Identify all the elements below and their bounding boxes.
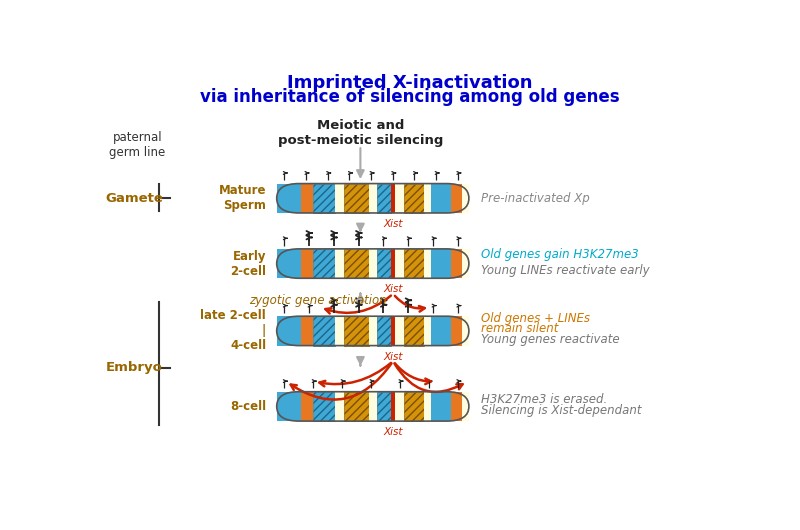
Text: Imprinted X-inactivation: Imprinted X-inactivation: [287, 74, 533, 92]
Text: Old genes + LINEs: Old genes + LINEs: [482, 312, 590, 325]
Text: Silencing is Xist-dependant: Silencing is Xist-dependant: [482, 404, 642, 417]
Bar: [451, 183, 462, 213]
Bar: [313, 392, 335, 421]
Bar: [377, 183, 391, 213]
Bar: [369, 183, 377, 213]
Bar: [424, 249, 430, 278]
Bar: [313, 183, 335, 213]
Bar: [391, 392, 394, 421]
Bar: [424, 392, 430, 421]
Text: Young LINEs reactivate early: Young LINEs reactivate early: [482, 264, 650, 277]
Text: Gamete: Gamete: [105, 192, 163, 205]
Bar: [424, 316, 430, 346]
Text: Xist: Xist: [383, 285, 403, 294]
Bar: [430, 249, 451, 278]
Bar: [344, 249, 369, 278]
Text: Pre-inactivated Xp: Pre-inactivated Xp: [482, 192, 590, 205]
Bar: [302, 249, 313, 278]
Bar: [313, 316, 335, 346]
Bar: [335, 183, 344, 213]
Text: zygotic gene activation: zygotic gene activation: [249, 294, 386, 307]
FancyBboxPatch shape: [277, 316, 469, 346]
Bar: [377, 392, 391, 421]
Bar: [462, 183, 469, 213]
Bar: [302, 316, 313, 346]
Bar: [369, 249, 377, 278]
Text: Xist: Xist: [383, 352, 403, 361]
Bar: [430, 392, 451, 421]
Text: Old genes gain H3K27me3: Old genes gain H3K27me3: [482, 248, 639, 261]
Bar: [404, 392, 424, 421]
Text: Xist: Xist: [383, 427, 403, 437]
Bar: [377, 316, 391, 346]
Bar: [377, 249, 391, 278]
Bar: [369, 316, 377, 346]
Text: Meiotic and
post-meiotic silencing: Meiotic and post-meiotic silencing: [278, 119, 443, 147]
Bar: [277, 183, 302, 213]
Bar: [369, 392, 377, 421]
Bar: [451, 392, 462, 421]
Bar: [277, 392, 302, 421]
Bar: [391, 316, 394, 346]
Bar: [394, 392, 404, 421]
Bar: [335, 392, 344, 421]
Bar: [335, 249, 344, 278]
Bar: [404, 316, 424, 346]
Bar: [451, 249, 462, 278]
Bar: [302, 392, 313, 421]
Text: via inheritance of silencing among old genes: via inheritance of silencing among old g…: [200, 88, 620, 106]
Bar: [404, 249, 424, 278]
Text: Mature
Sperm: Mature Sperm: [218, 184, 266, 213]
Bar: [462, 316, 469, 346]
Bar: [424, 183, 430, 213]
Text: H3K27me3 is erased.: H3K27me3 is erased.: [482, 393, 607, 405]
Text: late 2-cell
|
4-cell: late 2-cell | 4-cell: [201, 310, 266, 352]
Bar: [391, 183, 394, 213]
Text: Xist: Xist: [383, 219, 403, 229]
Bar: [335, 316, 344, 346]
Bar: [344, 183, 369, 213]
Bar: [394, 316, 404, 346]
Text: Early
2-cell: Early 2-cell: [230, 250, 266, 278]
FancyBboxPatch shape: [277, 183, 469, 213]
Bar: [313, 249, 335, 278]
Bar: [404, 183, 424, 213]
Text: 8-cell: 8-cell: [230, 400, 266, 413]
Text: remain silent: remain silent: [482, 322, 558, 335]
Bar: [430, 316, 451, 346]
Text: paternal
germ line: paternal germ line: [109, 131, 166, 159]
Bar: [277, 249, 302, 278]
Bar: [344, 316, 369, 346]
FancyBboxPatch shape: [277, 392, 469, 421]
Bar: [277, 316, 302, 346]
Bar: [391, 249, 394, 278]
Bar: [430, 183, 451, 213]
Text: Embryo: Embryo: [106, 361, 162, 374]
Bar: [394, 249, 404, 278]
Bar: [344, 392, 369, 421]
Bar: [462, 392, 469, 421]
Bar: [302, 183, 313, 213]
Bar: [394, 183, 404, 213]
FancyBboxPatch shape: [277, 249, 469, 278]
Bar: [462, 249, 469, 278]
Text: Young genes reactivate: Young genes reactivate: [482, 333, 620, 347]
Bar: [451, 316, 462, 346]
